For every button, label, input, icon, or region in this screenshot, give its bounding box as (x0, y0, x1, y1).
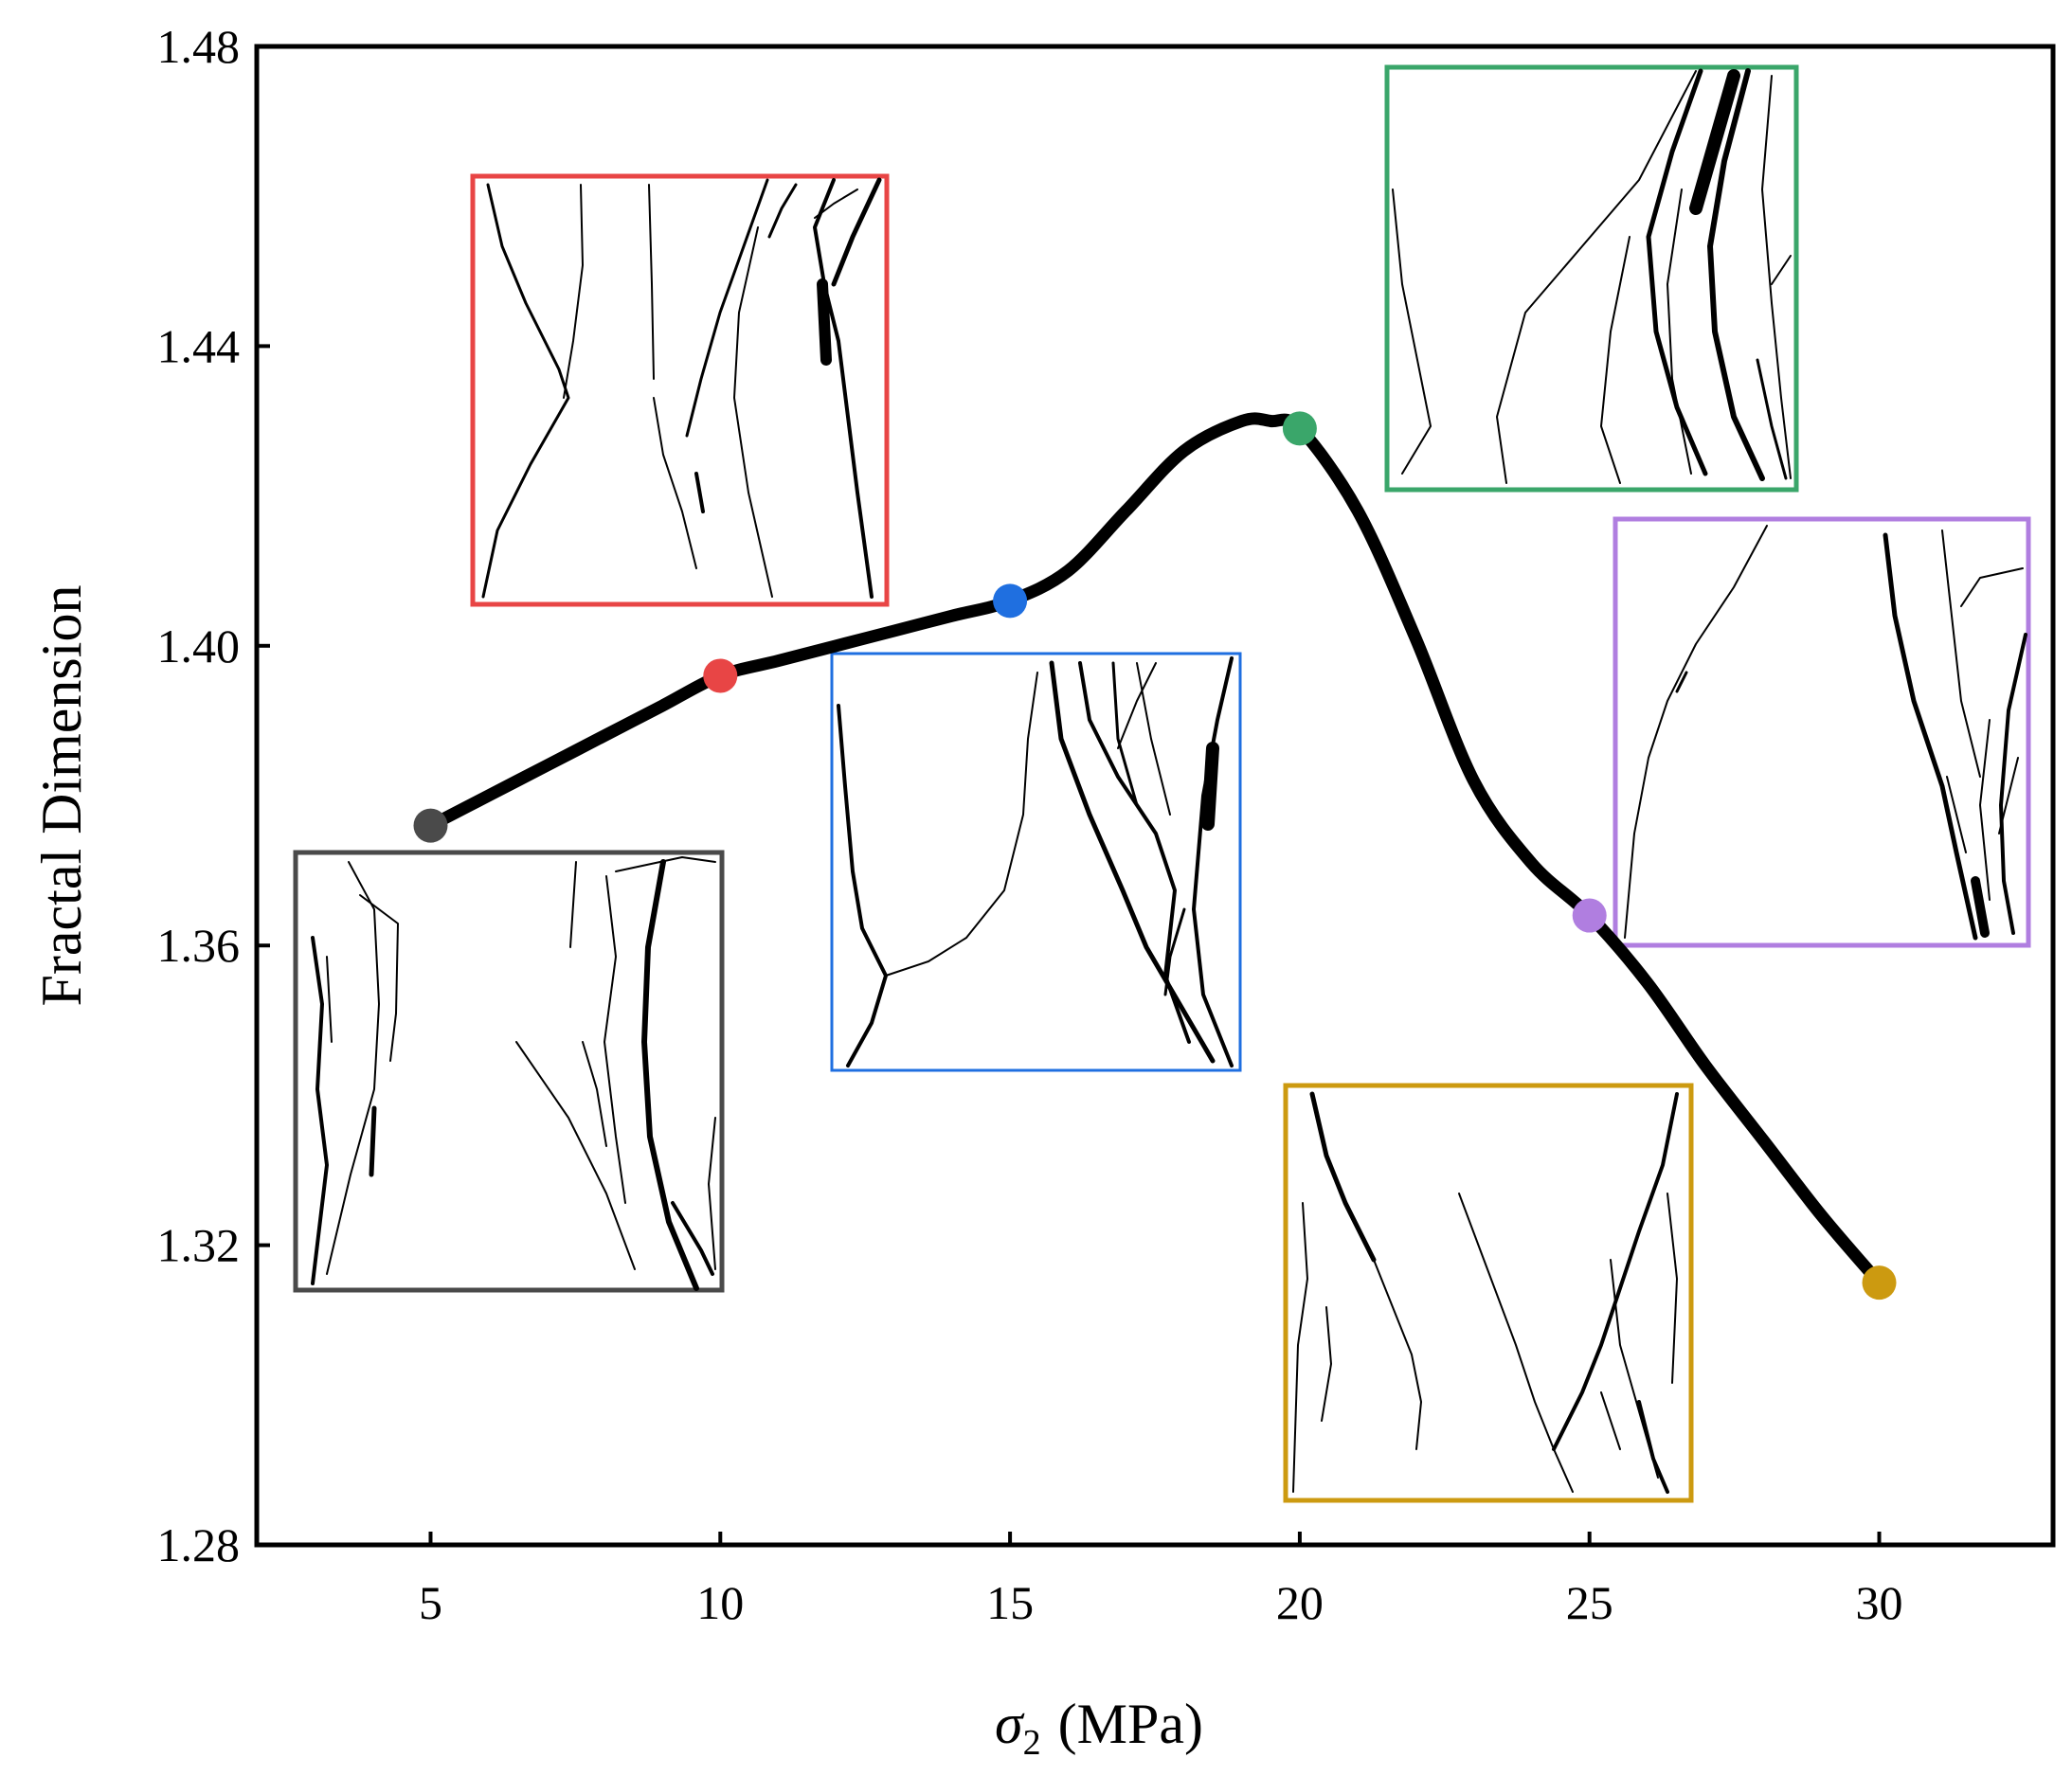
data-point-15 (993, 583, 1028, 619)
x-tick-label-10: 10 (696, 1576, 744, 1629)
data-point-10 (703, 658, 738, 693)
data-points (413, 411, 1897, 1301)
crack-image-inset-5mpa (293, 850, 725, 1293)
y-tick-label-1.36: 1.36 (157, 919, 241, 972)
data-point-30 (1862, 1265, 1897, 1301)
x-tick-label-5: 5 (419, 1576, 442, 1629)
x-axis-title-unit: (MPa) (1058, 1693, 1203, 1755)
x-tick-label-30: 30 (1856, 1576, 1903, 1629)
x-axis-title-subscript: 2 (1023, 1723, 1041, 1763)
axis-ticks: 5 10 15 20 25 30 1.28 1.32 1.36 1.40 1.44 1.48 (157, 20, 1903, 1629)
plot-area: 5 10 15 20 25 30 1.28 1.32 1.36 1.40 1.44 1.48 (157, 20, 2056, 1629)
crack-image-inset-10mpa (470, 173, 890, 607)
y-tick-label-1.44: 1.44 (157, 319, 241, 372)
x-axis-title: σ2 (MPa) (995, 1693, 1203, 1763)
y-tick-label-1.40: 1.40 (157, 619, 241, 673)
crack-image-inset-15mpa (830, 652, 1242, 1072)
x-tick-label-20: 20 (1276, 1576, 1324, 1629)
crack-image-inset-20mpa (1384, 64, 1799, 493)
x-tick-label-15: 15 (986, 1576, 1034, 1629)
x-axis-title-symbol: σ (995, 1693, 1025, 1755)
x-tick-label-25: 25 (1566, 1576, 1613, 1629)
y-tick-label-1.48: 1.48 (157, 20, 241, 73)
crack-image-inset-25mpa (1613, 516, 2031, 948)
y-axis-title: Fractal Dimension (30, 585, 93, 1007)
data-point-25 (1572, 898, 1607, 933)
axes-frame (254, 44, 2056, 1548)
fractal-dimension-curve (424, 412, 1885, 1289)
crack-image-inset-30mpa (1283, 1083, 1694, 1503)
y-tick-label-1.28: 1.28 (157, 1518, 241, 1571)
y-tick-label-1.32: 1.32 (157, 1219, 241, 1272)
data-point-5 (413, 808, 448, 843)
data-point-20 (1282, 411, 1317, 446)
